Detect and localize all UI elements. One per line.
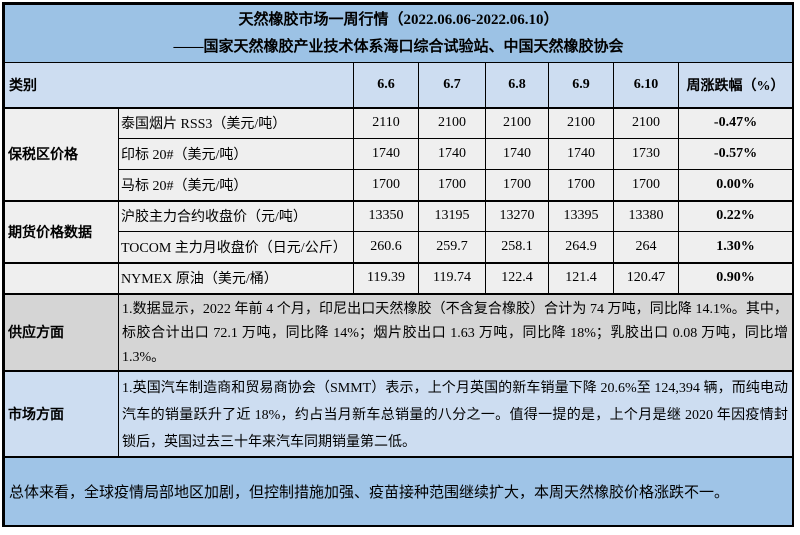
- value-cell: 264.9: [548, 231, 614, 264]
- change-cell: -0.47%: [677, 107, 794, 139]
- value-cell: 2110: [353, 107, 419, 139]
- date-header-5: 6.10: [613, 62, 679, 109]
- item-cell: 印标 20#（美元/吨）: [118, 138, 354, 170]
- value-cell: 13270: [485, 200, 549, 232]
- change-cell: 0.00%: [677, 169, 794, 202]
- value-cell: 13395: [548, 200, 614, 232]
- supply-text: 1.数据显示，2022 年前 4 个月，印尼出口天然橡胶（不含复合橡胶）合计为 …: [117, 292, 794, 371]
- group-bonded-zone: 保税区价格: [4, 107, 119, 202]
- report-title: 天然橡胶市场一周行情（2022.06.06-2022.06.10）: [238, 11, 559, 28]
- value-cell: 1700: [353, 169, 419, 202]
- title-row: 天然橡胶市场一周行情（2022.06.06-2022.06.10） ——国家天然…: [3, 4, 794, 63]
- table-row-india20: 印标 20#（美元/吨） 1740 1740 1740 1740 1730 -0…: [5, 138, 794, 170]
- value-cell: 1740: [548, 138, 614, 170]
- value-cell: 260.6: [353, 231, 419, 264]
- change-cell: 1.30%: [677, 231, 794, 264]
- value-cell: 1730: [613, 138, 679, 170]
- market-text: 1.英国汽车制造商和贸易商协会（SMMT）表示，上个月英国的新车销量下降 20.…: [117, 369, 794, 457]
- market-section-row: 市场方面 1.英国汽车制造商和贸易商协会（SMMT）表示，上个月英国的新车销量下…: [4, 369, 794, 457]
- value-cell: 1700: [418, 169, 486, 202]
- table-row-tocom: TOCOM 主力月收盘价（日元/公斤） 260.6 259.7 258.1 26…: [5, 231, 794, 264]
- table-row-malay20: 马标 20#（美元/吨） 1700 1700 1700 1700 1700 0.…: [5, 169, 794, 202]
- value-cell: 258.1: [485, 231, 549, 264]
- value-cell: 120.47: [613, 262, 679, 294]
- report-subtitle: ——国家天然橡胶产业技术体系海口综合试验站、中国天然橡胶协会: [173, 38, 624, 55]
- value-cell: 259.7: [418, 231, 486, 264]
- item-cell: 泰国烟片 RSS3（美元/吨）: [118, 107, 354, 139]
- value-cell: 13195: [418, 200, 486, 232]
- value-cell: 121.4: [548, 262, 614, 294]
- value-cell: 119.39: [353, 262, 419, 294]
- change-cell: 0.22%: [677, 200, 794, 232]
- group-empty: [4, 262, 119, 294]
- table-row-nymex: NYMEX 原油（美元/桶） 119.39 119.74 122.4 121.4…: [4, 262, 794, 294]
- value-cell: 13350: [353, 200, 419, 232]
- value-cell: 13380: [613, 200, 679, 232]
- value-cell: 119.74: [418, 262, 486, 294]
- column-header-row: 类别 6.6 6.7 6.8 6.9 6.10 周涨跌幅（%）: [4, 62, 794, 109]
- value-cell: 1700: [548, 169, 614, 202]
- value-cell: 1700: [485, 169, 549, 202]
- market-label: 市场方面: [4, 369, 119, 457]
- weekly-report-table: 天然橡胶市场一周行情（2022.06.06-2022.06.10） ——国家天然…: [3, 4, 794, 526]
- change-cell: -0.57%: [677, 138, 794, 170]
- value-cell: 1700: [613, 169, 679, 202]
- item-cell: NYMEX 原油（美元/桶）: [118, 262, 354, 294]
- weekly-report-sheet: 天然橡胶市场一周行情（2022.06.06-2022.06.10） ——国家天然…: [2, 2, 794, 527]
- supply-label: 供应方面: [4, 292, 119, 371]
- table-row-rss3: 保税区价格 泰国烟片 RSS3（美元/吨） 2110 2100 2100 210…: [4, 107, 794, 202]
- date-header-3: 6.8: [485, 62, 549, 109]
- value-cell: 1740: [353, 138, 419, 170]
- value-cell: 1740: [485, 138, 549, 170]
- supply-section-row: 供应方面 1.数据显示，2022 年前 4 个月，印尼出口天然橡胶（不含复合橡胶…: [4, 292, 794, 371]
- item-cell: TOCOM 主力月收盘价（日元/公斤）: [118, 231, 354, 264]
- value-cell: 2100: [613, 107, 679, 139]
- item-cell: 沪胶主力合约收盘价（元/吨）: [118, 200, 354, 232]
- change-header: 周涨跌幅（%）: [677, 62, 794, 109]
- item-cell: 马标 20#（美元/吨）: [118, 169, 354, 202]
- group-futures: 期货价格数据: [4, 200, 119, 264]
- summary-row: 总体来看，全球疫情局部地区加剧，但控制措施加强、疫苗接种范围继续扩大，本周天然橡…: [3, 455, 794, 526]
- date-header-2: 6.7: [418, 62, 486, 109]
- value-cell: 2100: [418, 107, 486, 139]
- value-cell: 1740: [418, 138, 486, 170]
- date-header-1: 6.6: [353, 62, 419, 109]
- date-header-4: 6.9: [548, 62, 614, 109]
- change-cell: 0.90%: [677, 262, 794, 294]
- category-header: 类别: [4, 62, 354, 109]
- value-cell: 264: [613, 231, 679, 264]
- title-cell: 天然橡胶市场一周行情（2022.06.06-2022.06.10） ——国家天然…: [3, 4, 794, 63]
- value-cell: 2100: [548, 107, 614, 139]
- value-cell: 2100: [485, 107, 549, 139]
- summary-text: 总体来看，全球疫情局部地区加剧，但控制措施加强、疫苗接种范围继续扩大，本周天然橡…: [3, 455, 794, 526]
- table-row-shfe: 期货价格数据 沪胶主力合约收盘价（元/吨） 13350 13195 13270 …: [4, 200, 794, 264]
- value-cell: 122.4: [485, 262, 549, 294]
